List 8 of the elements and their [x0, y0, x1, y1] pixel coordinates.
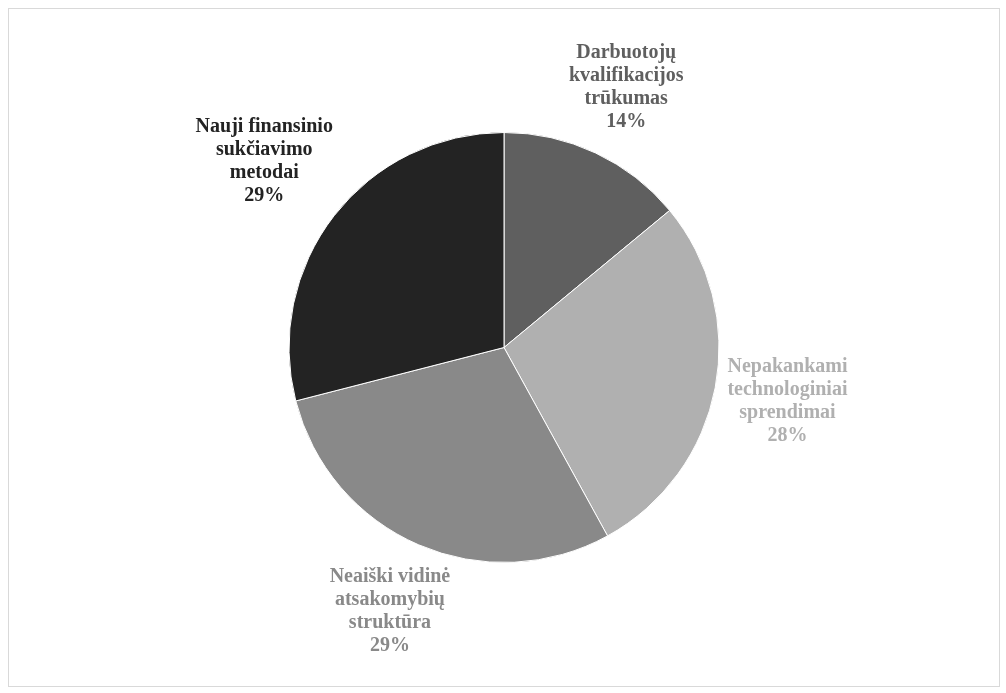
- slice-label: Nauji finansinio sukčiavimo metodai: [195, 114, 333, 183]
- slice-label: Darbuotojų kvalifikacijos trūkumas: [568, 40, 684, 109]
- slice-label: Nepakankami technologiniai sprendimai: [727, 354, 848, 424]
- data-label: 14%: [606, 109, 647, 132]
- data-label: 29%: [369, 632, 410, 655]
- slice-label: Neaiški vidinė atsakomybių struktūra: [329, 563, 451, 632]
- data-label: 29%: [244, 183, 285, 206]
- data-label: 28%: [767, 423, 808, 446]
